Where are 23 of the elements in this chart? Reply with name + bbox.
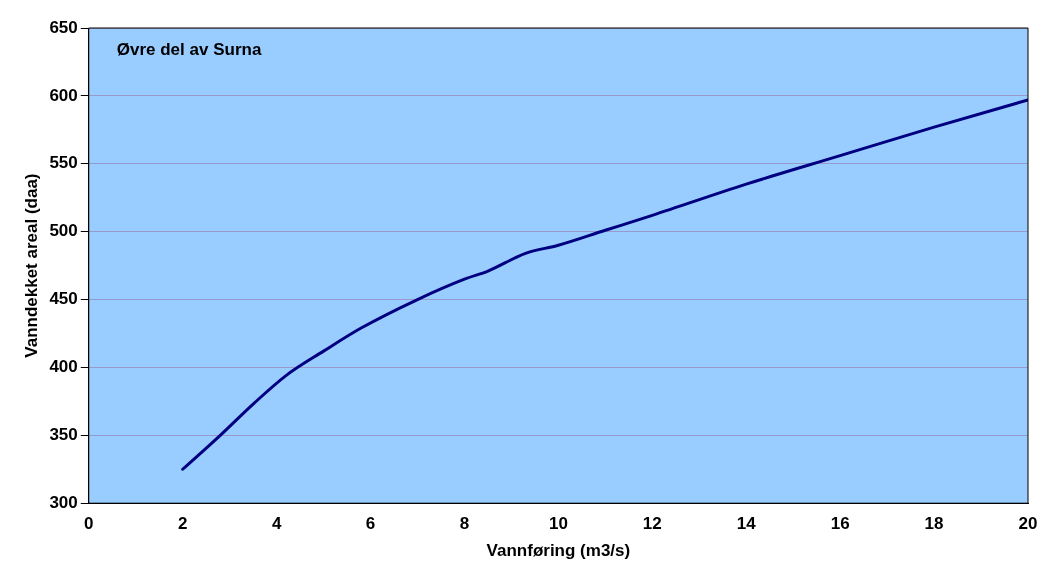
line-series (181, 98, 1028, 471)
x-tick-label: 20 (1018, 514, 1038, 534)
y-tick-label: 450 (49, 289, 78, 309)
x-tick-label: 4 (271, 514, 282, 534)
y-tick-label: 500 (49, 221, 78, 241)
x-axis-title: Vannføring (m3/s) (486, 541, 631, 561)
x-tick-label: 6 (365, 514, 376, 534)
y-tick-label: 600 (49, 85, 78, 105)
x-tick-label: 0 (84, 514, 94, 534)
x-tick-label: 12 (642, 514, 662, 534)
annotation: Øvre del av Surna (116, 40, 262, 60)
y-tick-label: 550 (49, 153, 78, 173)
x-tick-label: 8 (459, 514, 470, 534)
y-axis-title: Vanndekket areal (daa) (21, 173, 41, 358)
x-tick-label: 16 (830, 514, 850, 534)
x-tick-label: 18 (924, 514, 944, 534)
y-tick-label: 400 (49, 357, 78, 377)
x-tick-label: 2 (177, 514, 188, 534)
x-tick-label: 10 (548, 514, 568, 534)
y-tick-label: 350 (49, 425, 78, 444)
x-tick-label: 14 (736, 514, 757, 534)
y-tick-label: 300 (49, 492, 78, 512)
y-tick-label: 650 (49, 17, 78, 37)
